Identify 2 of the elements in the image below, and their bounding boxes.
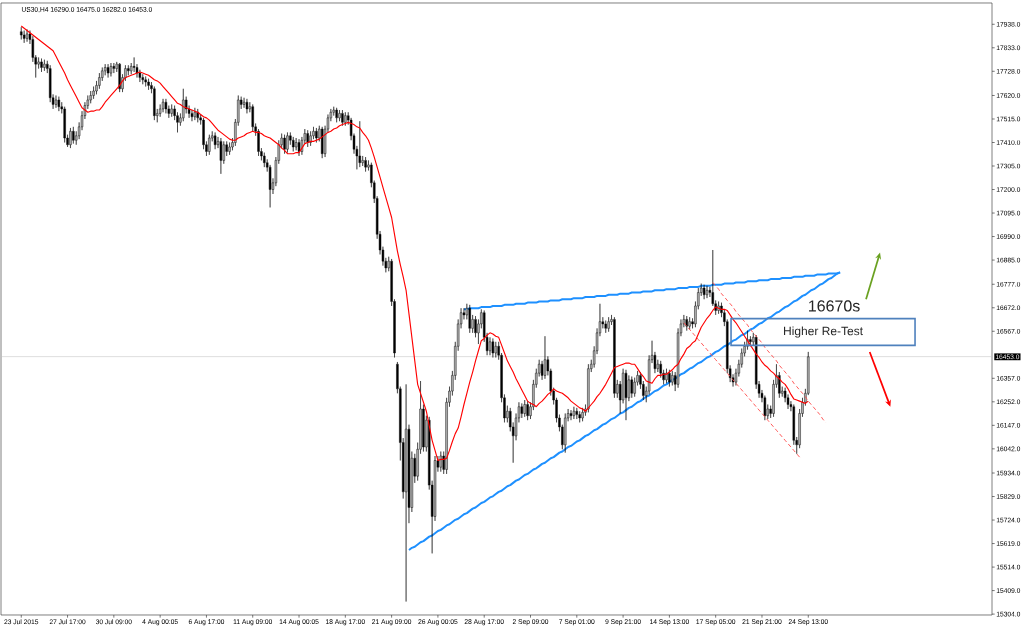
annotation: 16670s — [809, 300, 860, 312]
annotation: Higher Re-Test — [784, 326, 863, 338]
